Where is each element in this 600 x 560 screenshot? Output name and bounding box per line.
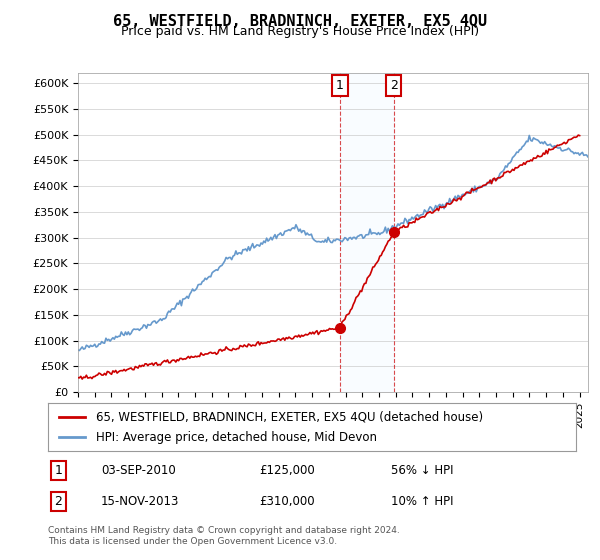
- Text: 56% ↓ HPI: 56% ↓ HPI: [391, 464, 454, 477]
- Text: 65, WESTFIELD, BRADNINCH, EXETER, EX5 4QU (detached house): 65, WESTFIELD, BRADNINCH, EXETER, EX5 4Q…: [95, 410, 482, 423]
- Text: 2: 2: [55, 495, 62, 508]
- Text: Contains HM Land Registry data © Crown copyright and database right 2024.
This d: Contains HM Land Registry data © Crown c…: [48, 526, 400, 546]
- Text: 2: 2: [390, 79, 398, 92]
- Text: 1: 1: [55, 464, 62, 477]
- Text: 1: 1: [336, 79, 344, 92]
- Bar: [340, 73, 394, 392]
- Text: 15-NOV-2013: 15-NOV-2013: [101, 495, 179, 508]
- Text: HPI: Average price, detached house, Mid Devon: HPI: Average price, detached house, Mid …: [95, 431, 377, 444]
- Text: £310,000: £310,000: [259, 495, 315, 508]
- Text: £125,000: £125,000: [259, 464, 315, 477]
- Text: Price paid vs. HM Land Registry's House Price Index (HPI): Price paid vs. HM Land Registry's House …: [121, 25, 479, 38]
- Text: 65, WESTFIELD, BRADNINCH, EXETER, EX5 4QU: 65, WESTFIELD, BRADNINCH, EXETER, EX5 4Q…: [113, 14, 487, 29]
- Text: 03-SEP-2010: 03-SEP-2010: [101, 464, 176, 477]
- Text: 10% ↑ HPI: 10% ↑ HPI: [391, 495, 454, 508]
